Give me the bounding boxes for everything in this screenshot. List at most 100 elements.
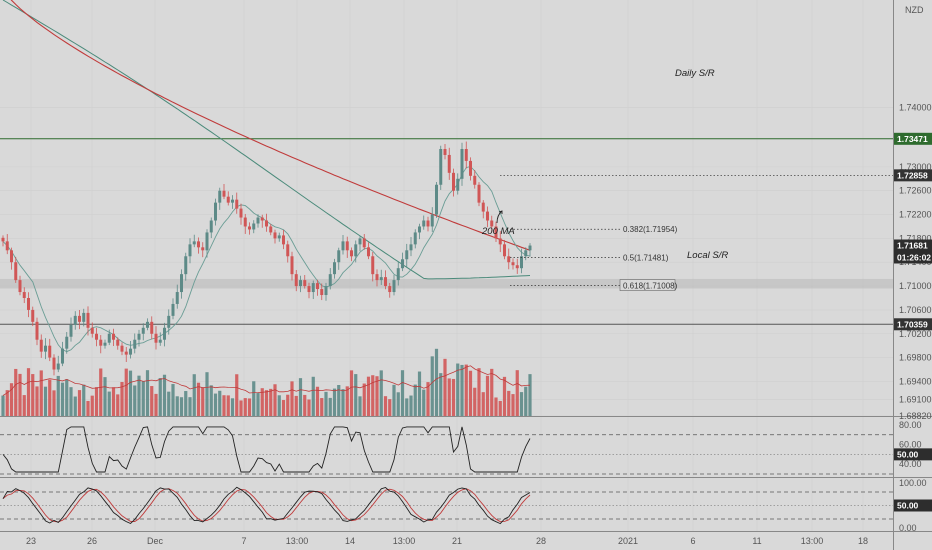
price-tick-label: 1.72200 — [899, 210, 932, 220]
volume-bar — [464, 364, 468, 416]
volume-bar — [188, 397, 192, 416]
ma200-line[interactable] — [3, 0, 531, 251]
candle-body — [477, 184, 481, 203]
price-tick-label: 1.73000 — [899, 162, 932, 172]
candle-body — [515, 265, 519, 269]
time-tick-label: 23 — [26, 536, 36, 546]
upper-level-tag: 1.72858 — [897, 170, 928, 180]
volume-bar — [90, 395, 94, 416]
price-tick-label: 1.71800 — [899, 233, 932, 243]
volume-bar — [507, 390, 511, 416]
candle-body — [413, 232, 417, 245]
candle-body — [341, 241, 345, 251]
time-tick-label: 21 — [452, 536, 462, 546]
stoch-k-line[interactable] — [2, 486, 531, 525]
current-price-bg — [894, 239, 932, 264]
candle-body — [82, 312, 86, 322]
price-tags: 1.73471 1.72858 1.70359 1.71681 01:26:02 50.0… — [894, 132, 932, 512]
rsi-line[interactable] — [2, 426, 531, 473]
volume-bar — [86, 400, 90, 416]
rsi-value-tag-bg — [894, 448, 932, 461]
candle-body — [316, 283, 319, 290]
candle-body — [39, 339, 43, 352]
rsi-panel[interactable] — [0, 434, 893, 475]
price-tick-label: 1.69400 — [899, 376, 932, 386]
volume-bar — [349, 370, 354, 416]
candle-body — [35, 321, 39, 340]
candle-body — [158, 339, 162, 343]
candle-body — [265, 220, 268, 227]
time-tick-label: 26 — [87, 536, 97, 546]
volume-bar — [94, 387, 99, 416]
candle-body — [18, 280, 22, 293]
volume-bar — [162, 374, 167, 416]
candle-body — [350, 250, 353, 257]
volume-bar — [405, 398, 409, 416]
lower-sr-tag-bg — [894, 318, 932, 331]
fibonacci-levels[interactable]: 0.382(1.71954) 0.5(1.71481) 0.618(1.71008) — [510, 225, 678, 291]
candle-body — [22, 292, 26, 298]
volume-bar — [456, 363, 460, 416]
time-tick-label: 13:00 — [286, 536, 309, 546]
volume-bar — [494, 397, 498, 416]
candle-body — [490, 220, 494, 227]
volume-bar — [273, 384, 277, 416]
candle-body — [78, 315, 81, 322]
volume-bar — [213, 393, 218, 416]
daily-sr-tag-bg — [894, 132, 932, 145]
volume-bar — [18, 373, 22, 416]
stoch-value-tag-bg — [894, 499, 932, 512]
candle-body — [10, 250, 13, 263]
volume-bar — [409, 395, 413, 416]
ma-slow-line[interactable] — [2, 0, 531, 280]
volume-bar — [511, 394, 515, 416]
candle-body — [27, 297, 30, 310]
time-axis[interactable]: 23 26 Dec 7 13:00 14 13:00 21 28 2021 6 11 13:00 18 — [26, 536, 868, 546]
volume-bar — [307, 399, 311, 416]
price-tick-label: 1.69800 — [899, 353, 932, 363]
candle-body — [396, 268, 400, 281]
volume-bar — [39, 370, 43, 416]
volume-bar — [235, 374, 239, 416]
candle-body — [524, 250, 528, 257]
volume-bar — [519, 392, 524, 416]
volume-bar — [243, 398, 247, 416]
stoch-panel[interactable] — [0, 491, 893, 520]
candles[interactable] — [1, 141, 532, 376]
candle-body — [498, 238, 502, 245]
rsi-tick-label: 60.00 — [899, 440, 922, 450]
volume-bar — [473, 387, 477, 416]
candle-body — [133, 339, 137, 349]
volume-bar — [400, 370, 405, 416]
volume-bar — [345, 386, 349, 416]
volume-bar — [124, 368, 128, 416]
volume-bars — [1, 348, 532, 416]
stoch-d-line[interactable] — [2, 488, 531, 523]
candle-body — [303, 280, 307, 287]
candle-body — [507, 256, 511, 263]
price-tick-label: 1.69100 — [899, 394, 932, 404]
time-tick-label: 2021 — [618, 536, 638, 546]
daily-sr-tag: 1.73471 — [897, 134, 928, 144]
volume-bar — [256, 393, 260, 416]
volume-bar — [468, 370, 473, 416]
volume-bar — [451, 378, 456, 416]
price-tick-label: 1.74000 — [899, 102, 932, 112]
volume-bar — [413, 384, 417, 416]
volume-bar — [430, 356, 434, 416]
candle-body — [52, 357, 56, 370]
volume-bar — [31, 374, 35, 416]
lower-sr-tag: 1.70359 — [897, 319, 928, 329]
candle-body — [367, 247, 370, 257]
candle-body — [150, 321, 154, 334]
candle-body — [290, 256, 294, 275]
candle-body — [520, 256, 523, 269]
volume-bar — [69, 387, 73, 416]
volume-bar — [99, 368, 103, 416]
candle-body — [392, 280, 396, 293]
candle-body — [201, 247, 205, 251]
candle-body — [486, 211, 489, 221]
volume-bar — [56, 375, 60, 416]
candle-body — [205, 232, 209, 251]
